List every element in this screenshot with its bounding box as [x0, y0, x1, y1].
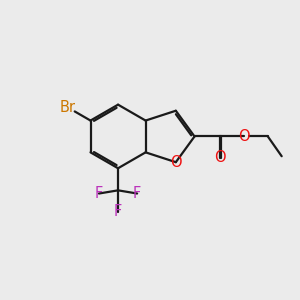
Text: F: F	[95, 186, 103, 201]
Text: O: O	[214, 150, 225, 165]
Text: F: F	[114, 204, 122, 219]
Text: Br: Br	[60, 100, 76, 115]
Text: F: F	[133, 186, 141, 201]
Text: O: O	[170, 155, 182, 170]
Text: O: O	[238, 129, 250, 144]
